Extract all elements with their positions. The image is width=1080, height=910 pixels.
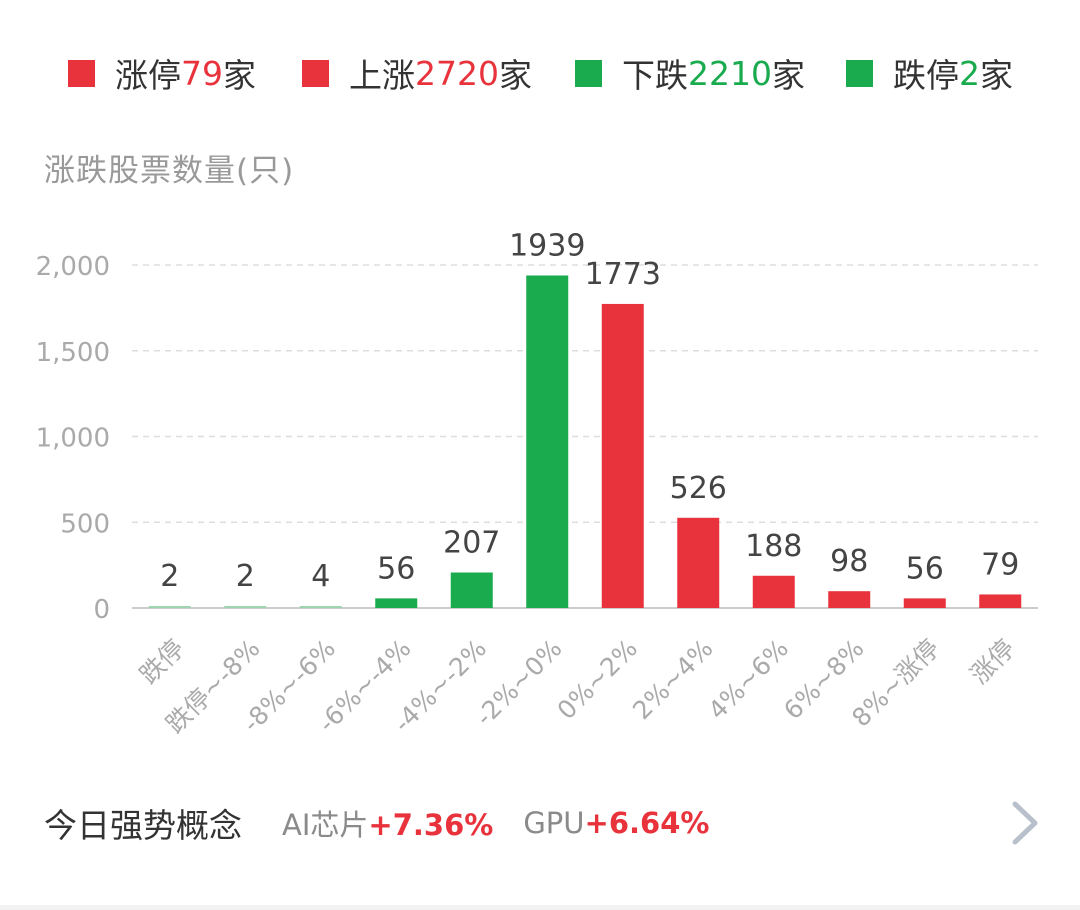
bar — [752, 575, 795, 608]
legend-suffix: 家 — [771, 56, 805, 95]
bar-chart: 05001,0001,5002,0002跌停2跌停~-8%4-8%~-6%56-… — [36, 228, 1038, 739]
bar — [903, 598, 946, 608]
x-tick-label: 涨停 — [965, 634, 1021, 690]
legend-count: 2210 — [688, 53, 772, 93]
bottom-divider — [0, 905, 1080, 910]
y-tick-label: 2,000 — [36, 252, 110, 282]
legend-label: 上涨 — [349, 56, 415, 95]
legend-swatch — [575, 59, 602, 87]
x-tick-label: 跌停 — [134, 634, 190, 690]
legend-suffix: 家 — [498, 56, 532, 95]
data-label: 188 — [745, 529, 802, 564]
legend-swatch — [846, 59, 873, 87]
legend-label: 下跌 — [622, 56, 688, 95]
strong-concepts-bar[interactable]: 今日强势概念 AI芯片+7.36% GPU+6.64% — [44, 800, 1044, 846]
concept-item[interactable]: GPU+6.64% — [523, 806, 709, 840]
x-tick-label: 2%~4% — [627, 634, 718, 725]
legend-item-limit-down[interactable]: 跌停 2 家 — [846, 50, 1013, 96]
concept-change: +7.36% — [368, 808, 494, 842]
bar — [450, 572, 493, 608]
chart-title: 涨跌股票数量(只) — [44, 153, 295, 189]
concept-name: GPU — [523, 806, 585, 840]
legend-count: 79 — [181, 53, 223, 93]
data-label: 4 — [311, 559, 330, 594]
data-label: 2 — [160, 559, 179, 594]
concept-item[interactable]: AI芯片+7.36% — [282, 802, 493, 844]
bar — [148, 606, 191, 608]
bar — [979, 594, 1022, 608]
bar — [375, 598, 418, 608]
data-label: 526 — [670, 471, 727, 506]
data-label: 56 — [906, 551, 944, 586]
data-label: 1773 — [585, 257, 661, 292]
y-tick-label: 500 — [60, 509, 110, 539]
bar — [224, 606, 267, 608]
y-tick-label: 1,000 — [36, 424, 110, 454]
x-tick-label: 4%~6% — [703, 634, 794, 725]
legend-label: 涨停 — [115, 56, 181, 95]
data-label: 1939 — [509, 228, 585, 263]
bar — [677, 517, 720, 608]
legend-suffix: 家 — [223, 56, 256, 95]
legend-swatch — [68, 59, 95, 87]
legend-swatch — [302, 59, 329, 87]
legend-count: 2720 — [415, 53, 499, 93]
bar — [828, 591, 871, 608]
strong-concepts-title: 今日强势概念 — [44, 806, 242, 845]
concept-name: AI芯片 — [282, 808, 369, 842]
legend: 涨停 79 家 上涨 2720 家 下跌 2210 家 跌停 2 家 — [0, 50, 1080, 96]
legend-item-down[interactable]: 下跌 2210 家 — [575, 50, 805, 96]
data-label: 98 — [830, 544, 868, 579]
legend-count: 2 — [959, 53, 980, 93]
concept-change: +6.64% — [584, 806, 710, 840]
legend-item-limit-up[interactable]: 涨停 79 家 — [68, 50, 256, 96]
chevron-right-icon[interactable] — [1005, 796, 1045, 850]
legend-suffix: 家 — [980, 56, 1013, 95]
x-tick-label: 0%~2% — [552, 634, 643, 725]
legend-item-up[interactable]: 上涨 2720 家 — [302, 50, 532, 96]
bar — [601, 303, 644, 608]
y-tick-label: 0 — [93, 595, 110, 625]
data-label: 207 — [443, 525, 500, 560]
bar — [526, 275, 569, 608]
legend-label: 跌停 — [893, 56, 959, 95]
data-label: 2 — [236, 559, 255, 594]
y-tick-label: 1,500 — [36, 338, 110, 368]
data-label: 79 — [981, 547, 1019, 582]
data-label: 56 — [377, 551, 415, 586]
bar — [299, 606, 342, 608]
